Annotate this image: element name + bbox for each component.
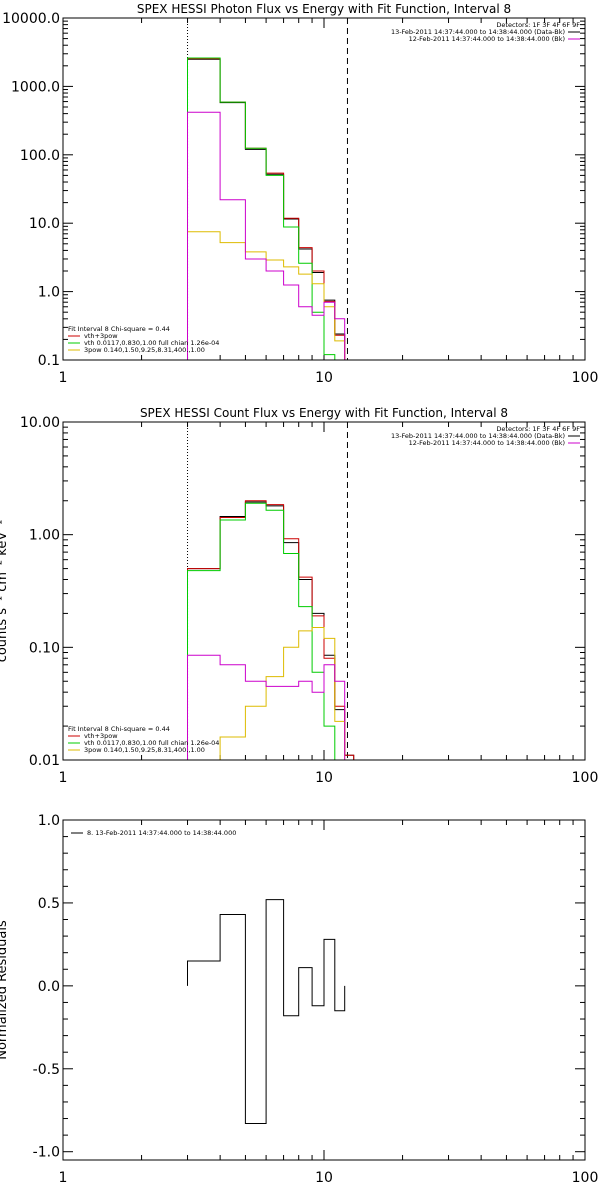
plot-frame <box>62 421 586 761</box>
series-line <box>187 501 355 760</box>
x-tick-label: 10 <box>315 770 333 786</box>
plot-frame <box>62 819 586 1161</box>
y-tick-label: 1.0 <box>38 285 60 301</box>
series-line <box>187 58 346 360</box>
series-group <box>187 57 346 360</box>
legend-entry-label: Fit Interval 8 Chi-square = 0.44 <box>68 725 170 733</box>
y-tick-label: 0.01 <box>29 753 60 769</box>
legend-top: 8. 13-Feb-2011 14:37:44.000 to 14:38:44.… <box>71 829 236 837</box>
y-tick-label: 1.0 <box>38 813 60 829</box>
series-line <box>187 57 336 360</box>
series-group <box>187 899 346 1124</box>
y-tick-label: 10.0 <box>29 216 60 232</box>
y-tick-label: -0.5 <box>33 1062 60 1078</box>
legend-entry-label: 3pow 0.140,1.50,9.25,8.31,400.,1.00 <box>84 346 205 354</box>
legend-entry-label: 13-Feb-2011 14:37:44.000 to 14:38:44.000… <box>391 432 565 440</box>
y-tick-label: 100.0 <box>20 148 60 164</box>
x-tick-label: 1 <box>59 770 68 786</box>
legend-entry-label: vth+3pow <box>84 332 118 340</box>
legend-entry-label: Detectors: 1F 3F 4F 6F 9F <box>496 425 580 433</box>
panel-2: SPEX HESSI Count Flux vs Energy with Fit… <box>0 406 598 786</box>
series-line <box>187 502 345 761</box>
y-tick-label: 0.1 <box>38 353 60 369</box>
legend-entry-label: Fit Interval 8 Chi-square = 0.44 <box>68 325 170 333</box>
chart-title: SPEX HESSI Photon Flux vs Energy with Fi… <box>137 2 511 16</box>
x-tick-label: 10 <box>315 370 333 386</box>
y-axis-label: counts s⁻¹ cm⁻² keV⁻¹ <box>0 520 10 663</box>
x-tick-label: 10 <box>315 1170 333 1186</box>
legend-entry-label: Detectors: 1F 3F 4F 6F 9F <box>496 21 580 29</box>
y-axis-label: Normalized Residuals <box>0 920 10 1060</box>
legend-entry-label: 13-Feb-2011 14:37:44.000 to 14:38:44.000… <box>391 28 565 36</box>
legend-entry-label: vth 0.0117,0.830,1.00 full chian 1.26e-0… <box>84 339 219 347</box>
panel-1: SPEX HESSI Photon Flux vs Energy with Fi… <box>2 2 598 386</box>
y-tick-label: -1.0 <box>33 1145 60 1161</box>
legend-bottom: Fit Interval 8 Chi-square = 0.44vth+3pow… <box>68 725 219 754</box>
legend-entry-label: vth 0.0117,0.830,1.00 full chian 1.26e-0… <box>84 739 219 747</box>
legend-bottom: Fit Interval 8 Chi-square = 0.44vth+3pow… <box>68 325 219 354</box>
chart-title: SPEX HESSI Count Flux vs Energy with Fit… <box>140 406 508 420</box>
legend-entry-label: 12-Feb-2011 14:37:44.000 to 14:38:44.000… <box>409 35 565 43</box>
series-group <box>187 500 355 761</box>
y-tick-label: 10000.0 <box>2 11 60 27</box>
legend-entry-label: 8. 13-Feb-2011 14:37:44.000 to 14:38:44.… <box>87 829 236 837</box>
y-tick-label: 1000.0 <box>11 79 60 95</box>
y-tick-label: 0.5 <box>38 896 60 912</box>
y-tick-label: 0.0 <box>38 979 60 995</box>
panel-3: 1 10 100 -1.0 -0.5 0.0 0.5 1.0 Normalized Residu… <box>0 813 598 1186</box>
x-tick-label: 100 <box>572 770 599 786</box>
series-line <box>187 899 346 1124</box>
legend-entry-label: vth+3pow <box>84 732 118 740</box>
legend-entry-label: 12-Feb-2011 14:37:44.000 to 14:38:44.000… <box>409 439 565 447</box>
series-line <box>187 627 354 761</box>
series-line <box>187 111 346 360</box>
x-tick-label: 100 <box>572 1170 599 1186</box>
series-line <box>187 654 346 760</box>
x-tick-label: 1 <box>59 1170 68 1186</box>
y-tick-label: 0.10 <box>29 640 60 656</box>
legend-entry-label: 3pow 0.140,1.50,9.25,8.31,400.,1.00 <box>84 746 205 754</box>
y-tick-label: 10.00 <box>20 415 60 431</box>
x-tick-label: 1 <box>59 370 68 386</box>
y-tick-label: 1.00 <box>29 528 60 544</box>
series-line <box>187 231 346 360</box>
x-tick-label: 100 <box>572 370 599 386</box>
series-line <box>187 500 355 760</box>
plot-frame <box>62 17 586 361</box>
